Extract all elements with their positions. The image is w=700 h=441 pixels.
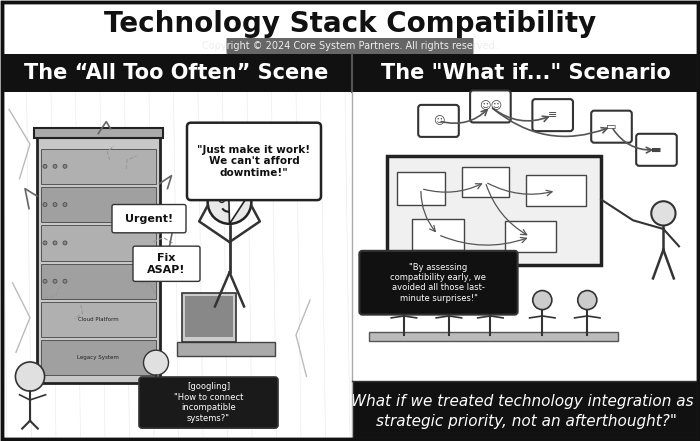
Bar — [352, 92, 698, 439]
Bar — [177, 342, 275, 356]
Bar — [412, 219, 464, 250]
Circle shape — [440, 291, 459, 310]
Text: ≡: ≡ — [548, 110, 557, 120]
Bar — [370, 332, 618, 340]
FancyBboxPatch shape — [133, 246, 200, 281]
Bar — [41, 187, 155, 222]
Circle shape — [43, 241, 47, 245]
Bar — [34, 127, 162, 138]
Circle shape — [53, 164, 57, 168]
FancyBboxPatch shape — [592, 111, 632, 143]
Bar — [37, 134, 160, 384]
Circle shape — [236, 198, 239, 201]
FancyBboxPatch shape — [187, 123, 321, 200]
Bar — [41, 340, 155, 375]
Text: ☺: ☺ — [433, 116, 445, 126]
Circle shape — [63, 202, 67, 206]
FancyBboxPatch shape — [533, 99, 573, 131]
Bar — [462, 167, 509, 197]
Text: Copyright © 2024 Core System Partners. All rights reserved.: Copyright © 2024 Core System Partners. A… — [202, 41, 498, 51]
Circle shape — [220, 198, 223, 201]
Text: The "What if..." Scenario: The "What if..." Scenario — [381, 63, 671, 83]
Text: [googling]
"How to connect
incompatible
systems?": [googling] "How to connect incompatible … — [174, 382, 243, 422]
Bar — [182, 293, 236, 342]
Circle shape — [15, 362, 45, 391]
Bar — [526, 176, 586, 206]
Text: "What if we treated technology integration as a: "What if we treated technology integrati… — [344, 394, 700, 409]
Bar — [2, 2, 698, 54]
Circle shape — [43, 202, 47, 206]
Circle shape — [43, 164, 47, 168]
Bar — [505, 221, 556, 252]
Circle shape — [63, 164, 67, 168]
Text: Legacy System: Legacy System — [77, 355, 119, 360]
Text: ▭: ▭ — [606, 122, 617, 132]
Text: "Just make it work!
We can't afford
downtime!": "Just make it work! We can't afford down… — [197, 145, 311, 178]
FancyBboxPatch shape — [139, 377, 278, 428]
FancyBboxPatch shape — [470, 90, 511, 123]
Bar — [398, 172, 444, 205]
Circle shape — [144, 350, 169, 375]
Bar — [41, 302, 155, 337]
FancyBboxPatch shape — [112, 205, 186, 233]
Text: Urgent!: Urgent! — [125, 213, 173, 224]
Circle shape — [394, 291, 414, 310]
Text: ▬: ▬ — [651, 145, 661, 155]
Circle shape — [651, 201, 676, 225]
Polygon shape — [229, 196, 248, 224]
Circle shape — [219, 197, 225, 202]
Circle shape — [208, 180, 251, 224]
Circle shape — [53, 241, 57, 245]
Text: Fix
ASAP!: Fix ASAP! — [147, 253, 186, 275]
Text: The “All Too Often” Scene: The “All Too Often” Scene — [24, 63, 328, 83]
FancyBboxPatch shape — [636, 134, 677, 166]
Bar — [386, 156, 601, 265]
Text: Technology Stack Compatibility: Technology Stack Compatibility — [104, 10, 596, 38]
Text: "By assessing
compatibility early, we
avoided all those last-
minute surprises!": "By assessing compatibility early, we av… — [391, 263, 486, 303]
Circle shape — [43, 279, 47, 283]
FancyBboxPatch shape — [359, 251, 517, 314]
Circle shape — [53, 202, 57, 206]
Circle shape — [578, 291, 597, 310]
Text: Cloud Platform: Cloud Platform — [78, 317, 118, 322]
Bar — [2, 92, 352, 439]
Circle shape — [481, 291, 500, 310]
Bar — [185, 296, 233, 337]
Text: ☺☺: ☺☺ — [479, 101, 502, 112]
Bar — [41, 149, 155, 184]
Circle shape — [63, 279, 67, 283]
Circle shape — [533, 291, 552, 310]
FancyBboxPatch shape — [418, 105, 458, 137]
Text: strategic priority, not an afterthought?": strategic priority, not an afterthought?… — [376, 414, 676, 429]
Bar — [2, 54, 698, 92]
FancyBboxPatch shape — [227, 38, 473, 54]
Circle shape — [63, 241, 67, 245]
Bar — [352, 381, 698, 439]
Bar — [41, 225, 155, 261]
Bar — [41, 264, 155, 299]
Circle shape — [53, 279, 57, 283]
Circle shape — [234, 197, 240, 202]
